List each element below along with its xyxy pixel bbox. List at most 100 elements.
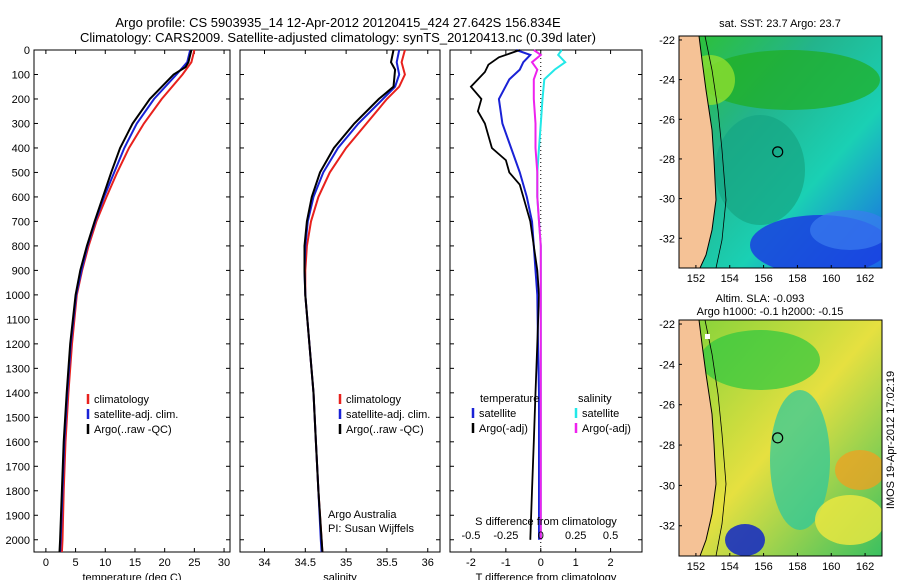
temperature-ytick-label: 1900 <box>6 510 30 522</box>
sla-map-xtick-label: 156 <box>754 561 772 573</box>
sst-map-ytick-label: -24 <box>659 75 675 87</box>
temperature-ytick-label: 600 <box>12 192 30 204</box>
sal-annotation-line2: PI: Susan Wijffels <box>328 523 414 535</box>
difference-xtick-label: -2 <box>466 557 476 569</box>
sst-map-axes: 152 154 156 158 160 162 -22 -24 -26 -28 -30 -32 <box>659 35 874 285</box>
temperature-ytick-label: 400 <box>12 143 30 155</box>
sla-map-xtick-label: 162 <box>856 561 874 573</box>
salinity-xlabel: salinity <box>323 572 357 580</box>
temp-legend-label: climatology <box>94 394 150 406</box>
salinity-panel: 34 34.5 35 35.5 36 salinity climatology satelli… <box>239 49 441 580</box>
diff-legend-right-label: satellite <box>582 408 619 420</box>
temperature-ytick-label: 1100 <box>6 314 30 326</box>
temperature-ytick-label: 1700 <box>6 461 30 473</box>
sal-legend-label: Argo(..raw -QC) <box>346 424 424 436</box>
sla-coastline <box>698 320 717 556</box>
sal-legend-label: satellite-adj. clim. <box>346 409 430 421</box>
difference-xtick-label: 0 <box>538 557 544 569</box>
sst-map-ytick-label: -32 <box>659 233 675 245</box>
temperature-xtick-label: 5 <box>73 557 79 569</box>
temp-argo-line <box>58 49 193 553</box>
sst-map-xtick-label: 162 <box>856 273 874 285</box>
sla-isobath <box>704 320 727 556</box>
temperature-ytick-label: 1200 <box>6 339 30 351</box>
sst-map-xtick-label: 158 <box>788 273 806 285</box>
salinity-xtick-label: 34 <box>258 557 270 569</box>
salinity-xtick-label: 34.5 <box>295 557 316 569</box>
sal-annotation-line1: Argo Australia <box>328 509 397 521</box>
sst-map-xtick-label: 154 <box>721 273 739 285</box>
temperature-ytick-label: 100 <box>12 69 30 81</box>
sla-white-marker <box>705 334 710 339</box>
header-line1: Argo profile: CS 5903935_14 12-Apr-2012 … <box>115 15 561 30</box>
difference-panel: -2 -1 0 1 2 T difference from climatology temp… <box>449 49 643 580</box>
temperature-ytick-label: 900 <box>12 265 30 277</box>
sal-legend-label: climatology <box>346 394 402 406</box>
diff-legend-right-label: Argo(-adj) <box>582 423 631 435</box>
temp-legend-label: Argo(..raw -QC) <box>94 424 172 436</box>
sla-low-patch <box>725 524 765 556</box>
sla-map-ytick-label: -30 <box>659 480 675 492</box>
sst-map-ytick-label: -26 <box>659 114 675 126</box>
diff-legend-left-label: satellite <box>479 408 516 420</box>
sla-orange-patch <box>835 450 882 490</box>
sla-map-ytick-label: -26 <box>659 400 675 412</box>
diff-s-tick-label: 0 <box>538 530 544 542</box>
temperature-xtick-label: 30 <box>218 557 230 569</box>
sla-map-ytick-label: -24 <box>659 359 675 371</box>
difference-xtick-label: 2 <box>608 557 614 569</box>
diff-s-argo-line <box>530 49 543 540</box>
sst-map-ytick-label: -28 <box>659 154 675 166</box>
temperature-ytick-label: 1500 <box>6 412 30 424</box>
temperature-ytick-label: 0 <box>24 45 30 57</box>
difference-xtick-label: 1 <box>573 557 579 569</box>
sst-coastline <box>698 36 717 268</box>
diff-legend-left-label: Argo(-adj) <box>479 423 528 435</box>
salinity-xtick-label: 35.5 <box>376 557 397 569</box>
diff-s-tick-label: 0.5 <box>603 530 618 542</box>
sla-map-xtick-label: 160 <box>822 561 840 573</box>
diff-t-satellite-line <box>497 49 540 540</box>
sla-map-frame <box>678 319 883 557</box>
diff-s-tick-label: -0.5 <box>461 530 480 542</box>
difference-xlabel: T difference from climatology <box>476 572 617 580</box>
temperature-ytick-label: 800 <box>12 241 30 253</box>
sla-map-title: Altim. SLA: -0.093 <box>716 293 805 305</box>
temperature-ytick-label: 200 <box>12 94 30 106</box>
header-line2: Climatology: CARS2009. Satellite-adjuste… <box>80 30 596 45</box>
sst-map: sat. SST: 23.7 Argo: 23.7 152 154 156 158 16… <box>659 18 883 285</box>
sla-map-xtick-label: 152 <box>687 561 705 573</box>
salinity-xtick-label: 36 <box>422 557 434 569</box>
diff-s-tick-label: -0.25 <box>493 530 518 542</box>
sst-land <box>679 36 716 268</box>
sla-map-subtitle: Argo h1000: -0.1 h2000: -0.15 <box>697 306 844 318</box>
temp-legend-label: satellite-adj. clim. <box>94 409 178 421</box>
sla-map-ytick-label: -28 <box>659 440 675 452</box>
imos-timestamp: IMOS 19-Apr-2012 17:02:19 <box>885 371 897 509</box>
sst-cold-patch-2 <box>810 210 882 250</box>
diff-s-tick-label: 0.25 <box>565 530 586 542</box>
sla-map-ytick-label: -32 <box>659 521 675 533</box>
sla-argo-location-marker <box>772 432 784 444</box>
sla-map-xtick-label: 154 <box>721 561 739 573</box>
diff-legend-left-title: temperature <box>480 393 539 405</box>
sst-map-title: sat. SST: 23.7 Argo: 23.7 <box>719 18 841 30</box>
sst-warm-patch <box>700 50 880 110</box>
temperature-xtick-label: 0 <box>43 557 49 569</box>
sst-map-ytick-label: -22 <box>659 35 675 47</box>
salinity-xtick-label: 35 <box>340 557 352 569</box>
sst-map-xtick-label: 152 <box>687 273 705 285</box>
sst-map-xtick-label: 160 <box>822 273 840 285</box>
sla-map: Altim. SLA: -0.093 Argo h1000: -0.1 h200… <box>659 293 883 573</box>
diff-legend-right-title: salinity <box>578 393 612 405</box>
sst-isobath <box>704 36 727 268</box>
temperature-xtick-label: 25 <box>188 557 200 569</box>
sla-cyan-patch <box>770 390 830 530</box>
temperature-ytick-label: 700 <box>12 216 30 228</box>
sla-map-xtick-label: 158 <box>788 561 806 573</box>
temperature-panel: 0 5 10 15 20 25 300100200300400500600700800900… <box>6 45 231 580</box>
temperature-ytick-label: 1400 <box>6 388 30 400</box>
difference-xtick-label: -1 <box>501 557 511 569</box>
temperature-ytick-label: 1300 <box>6 363 30 375</box>
